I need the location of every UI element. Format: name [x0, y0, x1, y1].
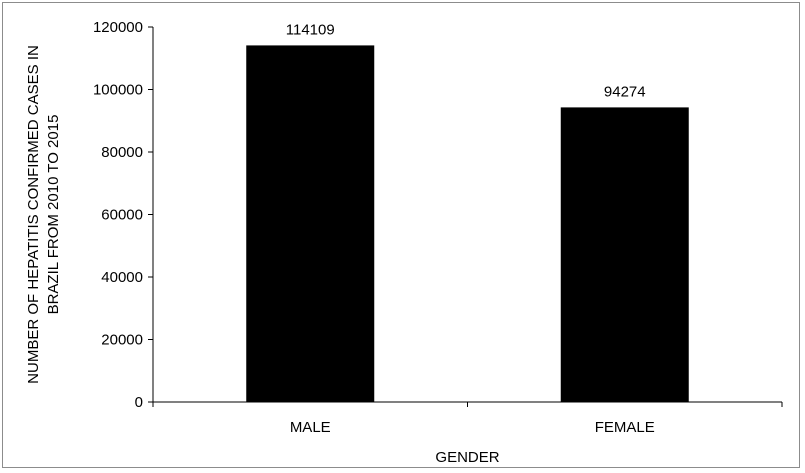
data-label-male: 114109: [286, 21, 335, 38]
bars: [246, 45, 689, 403]
y-tick-label: 100000: [93, 82, 143, 99]
y-axis-title-line: NUMBER OF HEPATITIS CONFIRMED CASES IN: [25, 45, 42, 384]
y-axis-title-line: BRAZIL FROM 2010 TO 2015: [45, 115, 62, 315]
y-tick-label: 40000: [101, 269, 143, 286]
bar-male: [246, 45, 375, 403]
bar-female: [560, 107, 689, 403]
x-axis-title: GENDER: [435, 449, 499, 466]
y-tick-label: 60000: [101, 207, 143, 224]
y-tick-label: 20000: [101, 332, 143, 349]
y-tick-label: 120000: [93, 19, 143, 36]
data-labels: 114109 94274: [286, 21, 646, 100]
y-axis-title: NUMBER OF HEPATITIS CONFIRMED CASES IN BR…: [25, 45, 62, 384]
x-tick-label-female: FEMALE: [595, 419, 655, 436]
y-axis-ticks: 0 20000 40000 60000 80000 100000 120000: [93, 19, 153, 411]
x-axis-ticks: MALE FEMALE: [152, 402, 783, 436]
y-tick-label: 0: [135, 394, 143, 411]
y-tick-label: 80000: [101, 144, 143, 161]
data-label-female: 94274: [604, 83, 646, 100]
x-tick-label-male: MALE: [290, 419, 331, 436]
